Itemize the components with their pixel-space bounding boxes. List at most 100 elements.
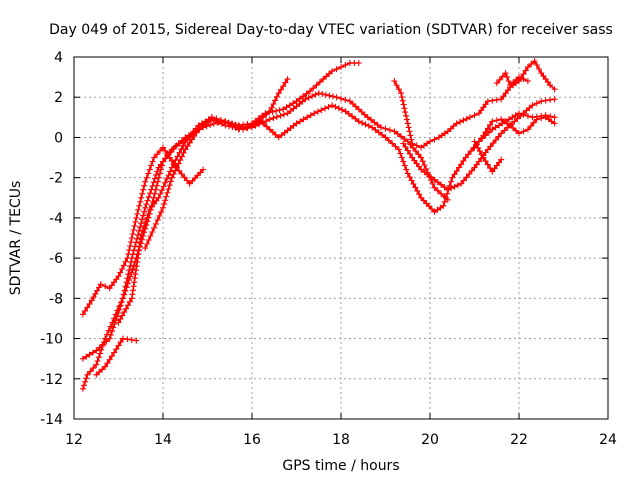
- data-point: [413, 142, 420, 149]
- data-point: [513, 127, 519, 134]
- data-point: [335, 105, 342, 112]
- data-point: [128, 259, 134, 266]
- data-point: [98, 346, 105, 353]
- data-point: [116, 303, 123, 310]
- data-point: [79, 355, 86, 362]
- data-point: [103, 331, 110, 338]
- data-point: [266, 126, 273, 133]
- data-point: [442, 194, 449, 201]
- data-point: [115, 273, 122, 280]
- data-point: [401, 105, 408, 112]
- data-point: [408, 177, 415, 184]
- data-point: [184, 177, 190, 184]
- data-point: [460, 157, 467, 164]
- data-point: [526, 104, 533, 111]
- data-point: [429, 181, 436, 187]
- data-point: [156, 212, 163, 219]
- data-point: [166, 154, 173, 161]
- data-point: [453, 168, 460, 174]
- data-point: [119, 312, 126, 319]
- data-point: [484, 98, 491, 105]
- data-point: [293, 98, 300, 105]
- data-point: [131, 279, 138, 286]
- data-point: [110, 324, 117, 331]
- data-point: [135, 206, 142, 213]
- data-point: [478, 151, 485, 158]
- data-point: [419, 158, 426, 165]
- data-point: [147, 233, 154, 239]
- data-point: [410, 181, 417, 187]
- data-point: [326, 92, 333, 99]
- data-point: [137, 239, 144, 245]
- data-point: [263, 123, 270, 130]
- data-point: [342, 62, 349, 68]
- data-point: [130, 283, 137, 290]
- data-point: [121, 309, 128, 316]
- y-tick-label: -14: [40, 412, 63, 428]
- data-point: [507, 122, 514, 129]
- data-point: [489, 97, 496, 104]
- data-point: [142, 218, 149, 225]
- data-point: [338, 95, 344, 102]
- data-point: [113, 346, 120, 353]
- data-point: [441, 198, 448, 205]
- data-point: [283, 104, 290, 111]
- data-point: [225, 123, 232, 130]
- data-point: [128, 336, 135, 343]
- data-point: [93, 361, 100, 368]
- data-point: [170, 171, 177, 178]
- data-point: [427, 138, 433, 145]
- data-point: [92, 290, 99, 297]
- data-point: [462, 154, 469, 161]
- data-point: [421, 162, 428, 169]
- data-point: [132, 218, 139, 225]
- data-point: [145, 237, 152, 243]
- data-point: [511, 118, 518, 125]
- data-point: [193, 129, 200, 136]
- data-point: [499, 73, 506, 80]
- data-point: [448, 185, 455, 192]
- data-point: [286, 102, 293, 109]
- data-point: [133, 239, 139, 246]
- axis-ticks: [73, 56, 609, 420]
- data-point: [393, 82, 400, 89]
- data-point: [389, 140, 396, 147]
- data-point: [265, 109, 272, 116]
- data-point: [544, 79, 551, 86]
- data-point: [349, 113, 356, 120]
- data-point: [482, 101, 489, 108]
- data-point: [322, 105, 328, 112]
- data-point: [502, 70, 509, 77]
- data-point: [275, 90, 282, 97]
- data-point: [434, 187, 441, 194]
- data-point: [145, 170, 152, 177]
- data-point: [186, 139, 193, 146]
- data-point: [395, 86, 402, 93]
- data-point: [325, 103, 332, 110]
- data-point: [409, 140, 416, 147]
- data-point: [106, 356, 113, 363]
- data-point: [126, 247, 133, 254]
- data-point: [137, 235, 144, 241]
- data-point: [398, 133, 405, 140]
- data-point: [138, 194, 145, 201]
- data-point: [120, 291, 127, 298]
- data-point: [490, 140, 497, 147]
- data-point: [398, 90, 405, 97]
- data-point: [149, 182, 156, 189]
- data-point: [450, 123, 457, 129]
- data-point: [123, 305, 130, 312]
- data-point: [399, 97, 406, 104]
- data-point: [112, 311, 119, 318]
- data-point: [309, 93, 316, 100]
- data-point: [140, 227, 147, 233]
- data-point: [329, 102, 336, 109]
- data-point: [178, 145, 185, 152]
- data-point: [97, 281, 104, 288]
- data-point: [284, 76, 291, 83]
- data-point: [302, 96, 309, 103]
- data-point: [524, 78, 531, 85]
- data-point: [222, 122, 229, 129]
- data-point: [144, 197, 151, 204]
- data-point: [338, 64, 344, 71]
